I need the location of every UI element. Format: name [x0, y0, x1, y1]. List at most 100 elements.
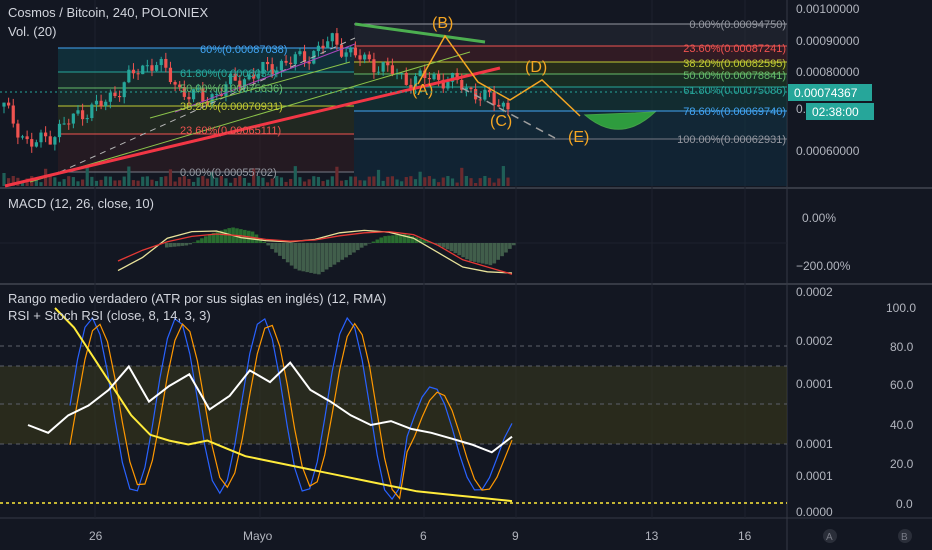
candle-body [400, 72, 404, 74]
candle-body [358, 55, 362, 60]
candle-body [307, 61, 311, 64]
time-tick: 16 [738, 529, 752, 543]
volume-legend[interactable]: Vol. (20) [8, 24, 56, 39]
macd-histogram-bar [371, 241, 376, 243]
channel-line-green[interactable] [29, 51, 471, 183]
elliott-wave-path[interactable] [417, 34, 581, 117]
wave-label-e[interactable]: (E) [568, 129, 589, 146]
volume-bar [353, 176, 358, 186]
fib-zone-right [354, 111, 787, 139]
channel-line-green-2[interactable] [149, 61, 351, 119]
volume-bar [150, 179, 154, 186]
symbol-title[interactable]: Cosmos / Bitcoin, 240, POLONIEX [8, 5, 208, 20]
channel-line-purple[interactable] [174, 43, 356, 113]
macd-title[interactable]: MACD (12, 26, close, 10) [8, 196, 154, 211]
volume-bar [67, 176, 71, 186]
candle-body [446, 81, 450, 89]
volume-bar [349, 176, 353, 186]
volume-bar [483, 176, 487, 186]
price-tick: 0.00080000 [796, 65, 860, 79]
macd-histogram-bar [383, 236, 387, 243]
macd-histogram-bar [188, 243, 192, 245]
macd-pane[interactable]: MACD (12, 26, close, 10) [0, 196, 787, 275]
time-tick: 13 [645, 529, 659, 543]
candle-body [316, 45, 321, 52]
volume-bar [395, 179, 399, 186]
rsi-pane[interactable]: Rango medio verdadero (ATR por sus sigla… [0, 291, 787, 504]
macd-histogram-bar [266, 243, 270, 246]
macd-histogram-bar [344, 243, 348, 258]
candle-body [372, 59, 376, 73]
volume-bar [372, 176, 376, 186]
volume-bar [441, 177, 445, 186]
wave-label-b[interactable]: (B) [432, 15, 453, 32]
candle-body [261, 61, 265, 74]
auto-scale-button[interactable] [823, 529, 837, 543]
volume-bar [48, 176, 52, 186]
price-pane[interactable]: (B) (A) (D) (C) (E) 0.00%(0.00094750) 23… [0, 5, 787, 188]
candle-body [492, 92, 496, 105]
scale-mode-button[interactable] [898, 529, 912, 543]
volume-bar [81, 179, 85, 186]
support-line-red[interactable] [4, 66, 501, 188]
volume-bar [381, 180, 385, 186]
wave-label-a[interactable]: (A) [412, 82, 433, 99]
volume-bar [501, 166, 505, 186]
volume-bar [265, 182, 270, 186]
candle-body [30, 139, 34, 147]
candle-body [131, 69, 136, 74]
candle-body [2, 102, 6, 107]
volume-bar [326, 179, 330, 186]
fib-label: 61.80%(0.00075086) [683, 85, 786, 97]
atr-title[interactable]: Rango medio verdadero (ATR por sus sigla… [8, 291, 386, 306]
atr-tick: 0.0002 [796, 334, 833, 348]
volume-bar [99, 179, 103, 186]
volume-bar [252, 168, 256, 186]
auto-scale-button-label: A [826, 532, 833, 543]
macd-histogram-bar [196, 240, 200, 243]
volume-bar [76, 181, 80, 186]
volume-bar [238, 176, 242, 186]
volume-bar [279, 177, 284, 186]
macd-histogram-bar [387, 235, 391, 243]
candle-body [247, 74, 251, 80]
fib-zone-left [58, 106, 354, 134]
macd-histogram-bar [340, 243, 345, 260]
volume-bar [127, 166, 131, 186]
volume-bar [141, 176, 145, 186]
candle-body [497, 104, 501, 107]
macd-histogram-bar [184, 243, 189, 246]
candle-body [224, 84, 228, 96]
price-axis[interactable]: 0.00100000 0.00090000 0.00080000 0.00060… [796, 2, 860, 158]
candle-body [117, 96, 122, 98]
candle-body [302, 51, 307, 62]
macd-histogram-bar [223, 229, 228, 243]
candle-body [256, 73, 260, 79]
wave-label-c[interactable]: (C) [490, 113, 512, 130]
candle-body [349, 47, 353, 53]
rsi-title[interactable]: RSI + Stoch RSI (close, 8, 14, 3, 3) [8, 308, 211, 323]
price-tick: 0. [796, 102, 806, 116]
macd-histogram-bar [476, 243, 481, 263]
resistance-line[interactable] [354, 22, 486, 44]
macd-histogram-bar [262, 241, 267, 243]
fib-label: 38.20%(0.00082595) [683, 58, 786, 70]
price-tick: 0.00090000 [796, 34, 860, 48]
candle-body [279, 60, 284, 71]
target-zone-arc[interactable] [583, 111, 657, 130]
scale-mode-button-label: B [901, 532, 908, 543]
volume-bar [136, 180, 140, 186]
projection-dashed-line[interactable] [461, 87, 556, 139]
macd-signal-line [117, 230, 513, 275]
macd-histogram-bar [309, 243, 313, 273]
macd-histogram-bar [270, 243, 274, 250]
candle-body [48, 136, 52, 145]
volume-bar [145, 176, 149, 186]
macd-histogram-bar [426, 241, 430, 243]
volume-bar [247, 182, 251, 186]
macd-histogram-bar [301, 243, 306, 272]
volume-bar [492, 182, 496, 186]
macd-histogram-bar [363, 243, 368, 246]
wave-label-d[interactable]: (D) [525, 59, 547, 76]
